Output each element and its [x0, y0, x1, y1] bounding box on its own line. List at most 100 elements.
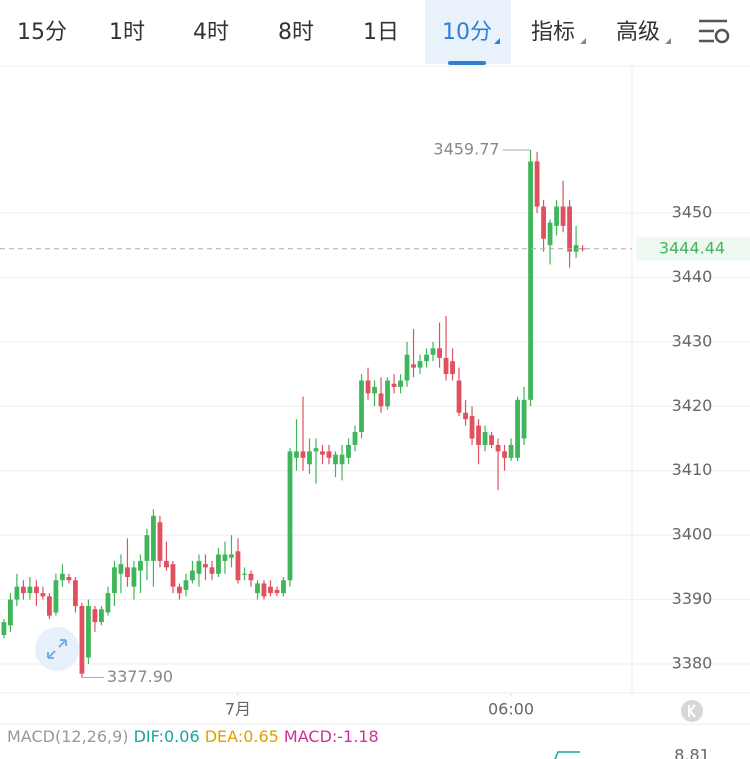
candle-body: [463, 412, 468, 420]
candle-body: [79, 606, 85, 674]
candle-body: [281, 580, 286, 594]
x-tick-label: 06:00: [488, 700, 534, 719]
candle-body: [456, 380, 462, 413]
candle-body: [138, 560, 143, 571]
candle-body: [287, 451, 293, 581]
candle-body: [313, 448, 319, 452]
candle-body: [183, 580, 189, 590]
candle-body: [1, 622, 7, 636]
candle-body: [268, 586, 273, 594]
candle-body: [528, 161, 533, 400]
candle-body: [216, 554, 221, 574]
candle-body: [242, 573, 247, 575]
candle-body: [157, 522, 163, 561]
candle-body: [521, 399, 527, 439]
candle-body: [339, 454, 345, 465]
candle-body: [469, 415, 475, 439]
tab[interactable]: 1时: [109, 20, 145, 45]
candle-body: [515, 399, 520, 458]
candle-body: [495, 444, 501, 452]
candle-body: [534, 161, 540, 207]
candle-body: [118, 564, 124, 574]
candle-body: [8, 599, 13, 626]
candle-body: [190, 570, 195, 581]
candle-body: [34, 586, 39, 594]
candle-body: [229, 554, 234, 558]
candle-body: [274, 589, 280, 594]
y-tick-label: 3450: [672, 202, 713, 221]
last-price-box: [636, 236, 750, 261]
candle-body: [177, 586, 182, 594]
tab[interactable]: 8时: [278, 20, 314, 45]
candle-body: [385, 380, 390, 407]
candle-body: [40, 593, 46, 597]
candle-body: [248, 573, 254, 581]
candle-body: [222, 554, 228, 561]
indicator-value: DEA:0.65: [205, 727, 279, 746]
candle-body: [66, 577, 72, 581]
candle-body: [437, 348, 442, 358]
y-tick-label: 3440: [672, 267, 713, 286]
candle-body: [86, 606, 91, 658]
tab[interactable]: 高级: [616, 20, 660, 45]
dropdown-arrow: [494, 38, 500, 44]
candle-body: [502, 451, 507, 458]
selected-tab-bg: [425, 0, 511, 64]
tab[interactable]: 指标: [531, 20, 575, 45]
indicator-name: MACD(12,26,9): [7, 727, 129, 746]
candle-body: [508, 444, 514, 458]
candle-body: [209, 567, 215, 574]
y-tick-label: 3410: [672, 460, 713, 479]
candle-body: [398, 380, 403, 387]
y-tick-label: 3400: [672, 525, 713, 544]
candle-body: [73, 580, 78, 607]
candle-body: [131, 567, 137, 587]
indicator-axis-label: 8.81: [674, 746, 710, 759]
candle-body: [365, 380, 371, 394]
y-tick-label: 3420: [672, 396, 713, 415]
tab[interactable]: 4时: [193, 20, 229, 45]
candle-body: [261, 583, 267, 597]
y-tick-label: 3390: [672, 589, 713, 608]
annotation-label: 3459.77: [433, 140, 499, 159]
candle-body: [60, 573, 65, 581]
candle-body: [170, 564, 176, 587]
candle-body: [300, 451, 306, 458]
candle-body: [21, 586, 26, 594]
candle-body: [417, 361, 423, 368]
candle-body: [235, 551, 241, 581]
candle-body: [372, 386, 377, 394]
y-tick-label: 3430: [672, 331, 713, 350]
settings-icon[interactable]: [699, 19, 730, 44]
candle-body: [27, 586, 33, 594]
candle-body: [554, 206, 559, 226]
indicator-row: MACD(12,26,9) DIF:0.06 DEA:0.65 MACD:-1.…: [7, 727, 379, 746]
dropdown-arrow: [665, 38, 671, 44]
tab[interactable]: 1日: [363, 20, 399, 45]
indicator-value: MACD:-1.18: [284, 727, 379, 746]
selected-tab-indicator: [448, 61, 486, 65]
candle-body: [411, 364, 416, 368]
candle-body: [333, 454, 338, 465]
expand-button[interactable]: [35, 627, 79, 671]
candle-body: [92, 609, 98, 623]
candle-body: [352, 432, 358, 445]
candle-body: [378, 393, 384, 407]
candle-body: [359, 380, 364, 433]
candle-body: [346, 444, 351, 458]
candle-body: [430, 348, 436, 355]
k-button[interactable]: [681, 700, 703, 722]
annotation-label: 3377.90: [107, 667, 173, 686]
last-price-label: 3444.44: [659, 238, 725, 257]
candle-body: [105, 593, 111, 613]
candle-body: [489, 435, 494, 445]
tab[interactable]: 15分: [17, 20, 67, 45]
candle-body: [53, 580, 59, 613]
candle-body: [47, 596, 52, 616]
candle-body: [307, 451, 312, 465]
indicator-line: [554, 751, 580, 759]
tab[interactable]: 10分: [442, 20, 492, 45]
candle-body: [125, 567, 130, 578]
candle-body: [151, 515, 156, 561]
